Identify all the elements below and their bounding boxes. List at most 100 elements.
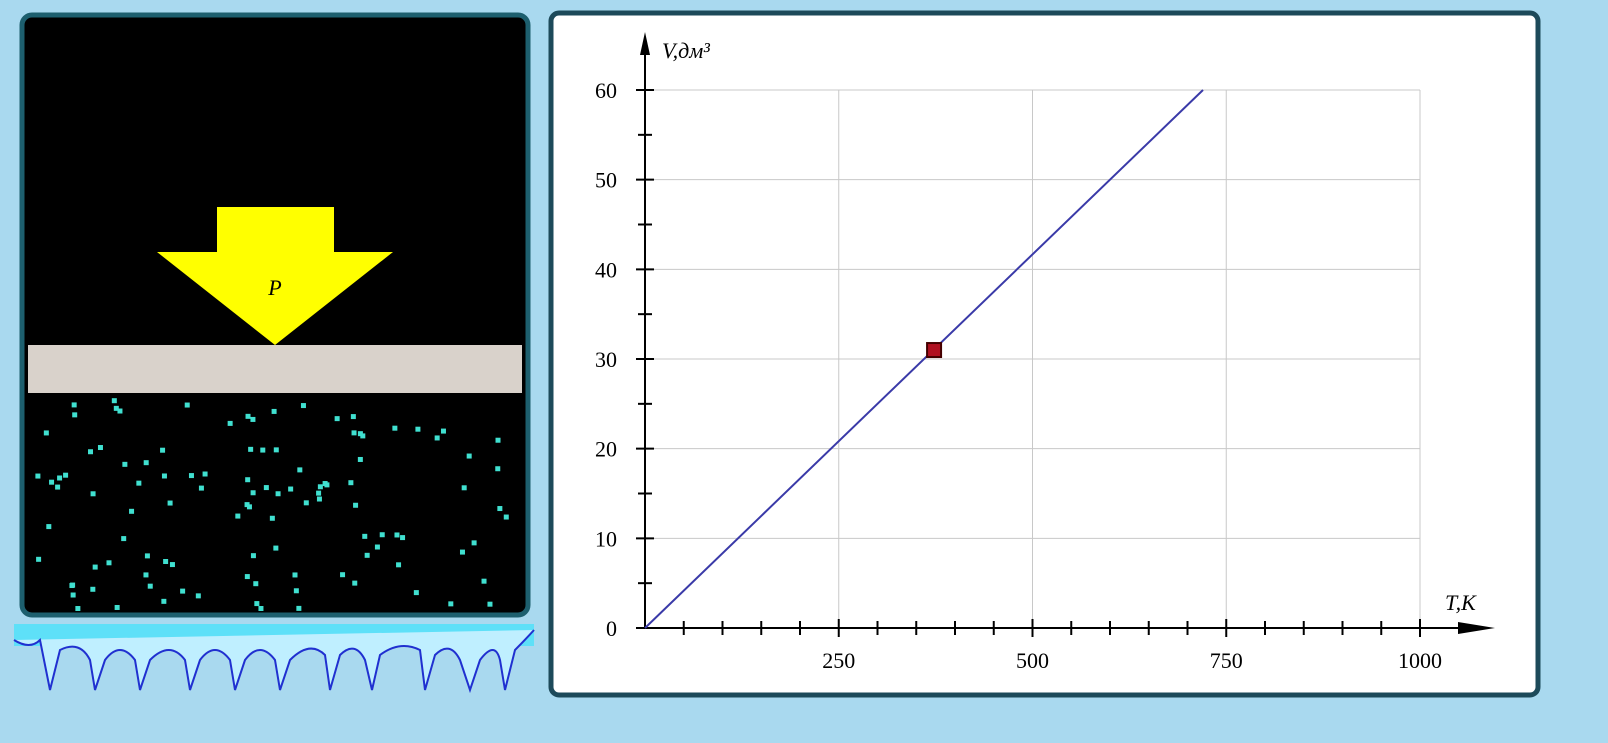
molecule <box>143 460 149 466</box>
molecule <box>245 413 251 419</box>
molecule <box>481 578 487 584</box>
molecule <box>90 586 96 592</box>
molecule <box>244 574 250 580</box>
molecule <box>461 485 467 491</box>
molecule <box>260 447 266 453</box>
molecule <box>275 491 281 497</box>
molecule <box>379 532 385 538</box>
molecule <box>167 500 173 506</box>
molecule <box>254 601 260 607</box>
x-tick-label: 1000 <box>1398 648 1442 673</box>
molecule <box>180 588 186 594</box>
y-tick-label: 0 <box>606 616 617 641</box>
molecule <box>487 601 493 607</box>
molecule <box>413 590 419 596</box>
molecule <box>72 412 78 418</box>
molecule <box>136 480 142 486</box>
molecule <box>235 513 241 519</box>
molecule <box>352 580 358 586</box>
chart-panel <box>548 10 1541 698</box>
molecule <box>273 545 279 551</box>
molecule <box>121 536 127 542</box>
molecule <box>471 540 477 546</box>
molecule <box>434 435 440 441</box>
molecule <box>364 552 370 558</box>
molecule <box>227 420 233 426</box>
molecule <box>466 453 472 459</box>
molecule <box>253 581 259 587</box>
molecule <box>400 535 406 541</box>
molecules <box>35 398 509 612</box>
molecule <box>160 447 166 453</box>
molecule <box>71 402 77 408</box>
molecule <box>353 502 359 508</box>
molecule <box>163 558 169 564</box>
x-tick-label: 250 <box>822 648 855 673</box>
molecule <box>250 490 256 496</box>
molecule <box>415 426 421 432</box>
data-line <box>644 89 1204 629</box>
molecule <box>248 446 254 452</box>
molecule <box>245 477 251 483</box>
molecule <box>263 485 269 491</box>
molecule <box>362 533 368 539</box>
molecule <box>497 506 503 512</box>
molecule <box>334 416 340 422</box>
molecule <box>351 430 357 436</box>
molecule <box>394 532 400 538</box>
molecule <box>271 408 277 414</box>
y-tick-label: 40 <box>595 257 617 282</box>
y-tick-label: 10 <box>595 526 617 551</box>
molecule <box>250 553 256 559</box>
y-axis-label: V,дм³ <box>662 38 710 63</box>
y-axis-arrow <box>640 32 650 55</box>
molecule <box>350 414 356 420</box>
molecule <box>161 598 167 604</box>
y-tick-label: 50 <box>595 168 617 193</box>
molecule <box>296 605 302 611</box>
y-tick-label: 60 <box>595 78 617 103</box>
molecule <box>250 416 256 422</box>
y-tick-label: 20 <box>595 437 617 462</box>
molecule <box>288 486 294 492</box>
piston <box>28 345 522 393</box>
molecule <box>357 456 363 462</box>
chart: 250 500 750 1000 0 10 20 30 40 50 60 T,K V,дм³ <box>595 32 1495 673</box>
molecule <box>161 473 167 479</box>
molecule <box>495 466 501 472</box>
molecule <box>448 601 454 607</box>
molecule <box>198 485 204 491</box>
x-tick-label: 500 <box>1016 648 1049 673</box>
molecule <box>202 471 208 477</box>
molecule <box>293 588 299 594</box>
molecule <box>49 479 55 485</box>
state-marker <box>926 342 943 359</box>
molecule <box>316 496 322 502</box>
molecule <box>317 484 323 490</box>
ice-edge <box>13 629 535 694</box>
molecule <box>360 433 366 439</box>
molecule <box>46 524 52 530</box>
molecule <box>316 490 322 496</box>
molecule <box>303 500 309 506</box>
molecule <box>88 449 94 455</box>
molecule <box>244 502 250 508</box>
molecule <box>188 473 194 479</box>
molecule <box>503 514 509 520</box>
molecule <box>122 461 128 467</box>
molecule <box>459 549 465 555</box>
molecule <box>269 515 275 521</box>
molecule <box>322 481 328 487</box>
molecule <box>111 398 117 404</box>
molecule <box>195 593 201 599</box>
molecule <box>75 606 81 612</box>
molecule <box>292 572 298 578</box>
y-tick-label: 30 <box>595 347 617 372</box>
molecule <box>340 572 346 578</box>
molecule <box>144 553 150 559</box>
molecule <box>396 562 402 568</box>
molecule <box>348 480 354 486</box>
molecule <box>113 405 119 411</box>
molecule <box>70 592 76 598</box>
